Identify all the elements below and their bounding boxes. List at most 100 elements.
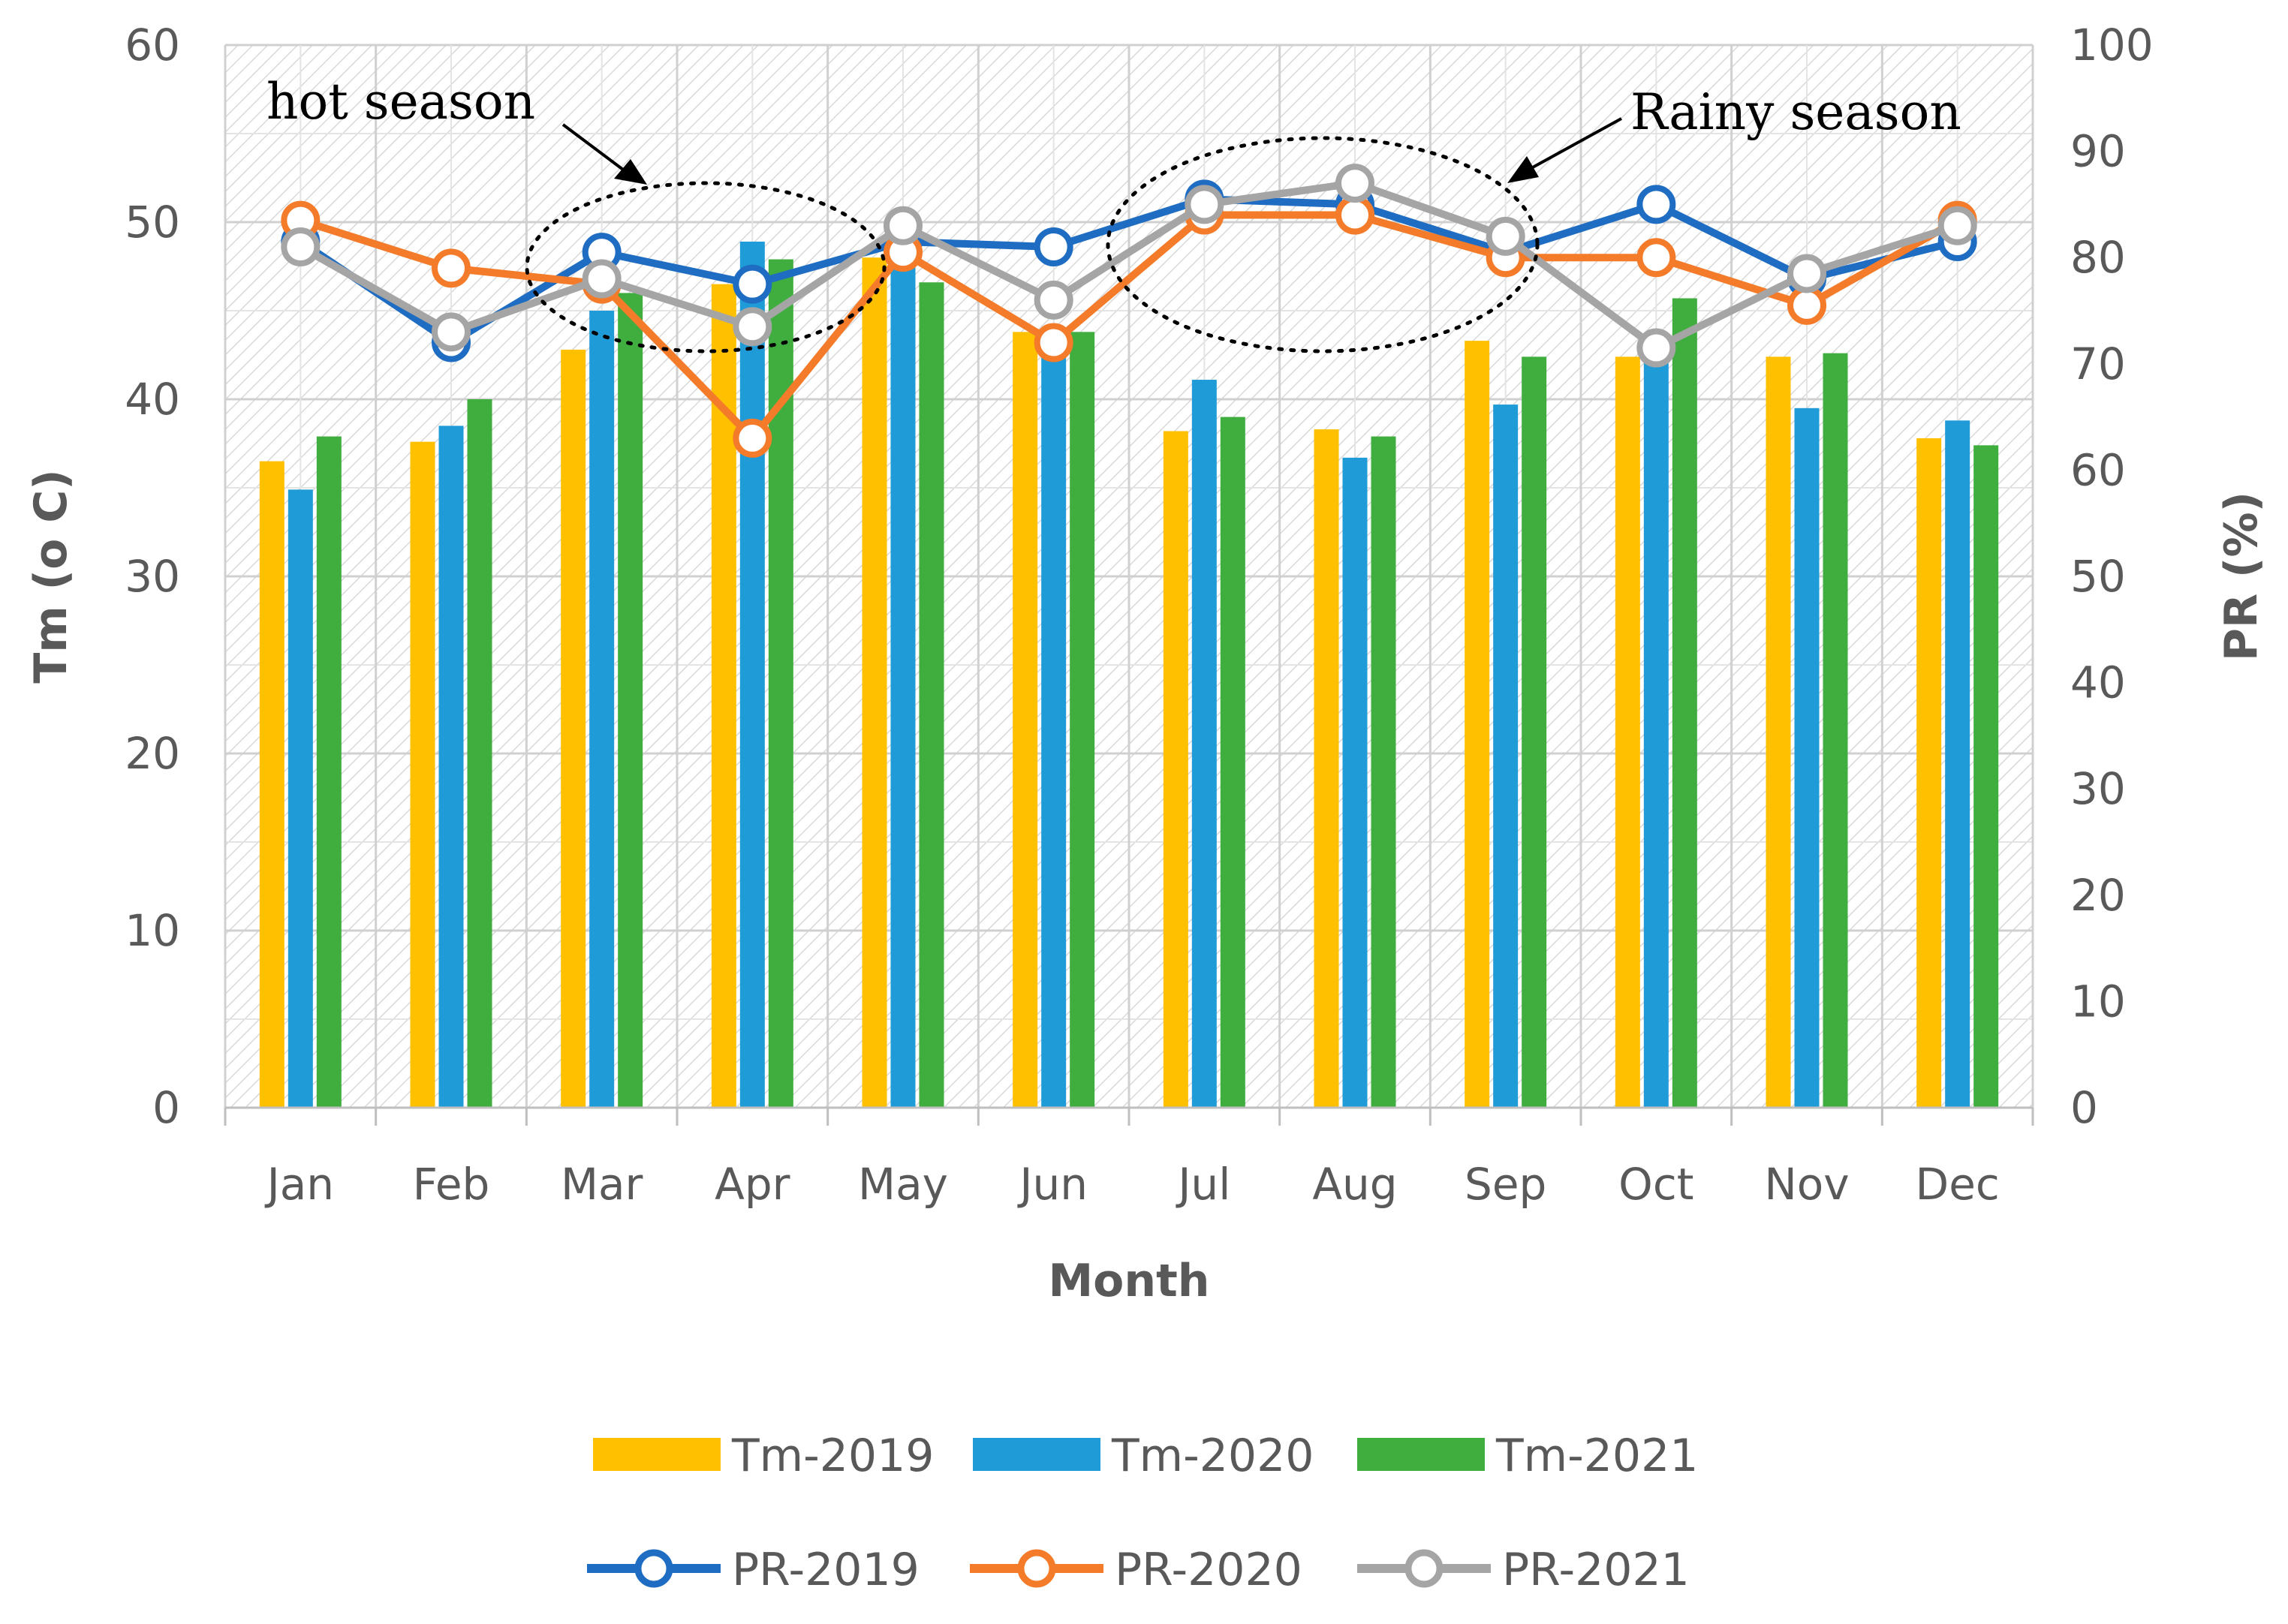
y2-tick-label: 40 xyxy=(2070,657,2126,708)
marker-pr-2019-oct xyxy=(1636,185,1676,224)
y2-tick-label: 80 xyxy=(2070,232,2126,283)
y2-tick-label: 10 xyxy=(2070,976,2126,1027)
marker-pr-2021-nov xyxy=(1787,254,1826,293)
marker-pr-2021-jun xyxy=(1034,280,1073,320)
marker-pr-2019-apr xyxy=(733,264,772,304)
bar-tm-2020-jul xyxy=(1191,380,1217,1108)
marker-pr-2020-jun xyxy=(1034,323,1073,362)
bar-tm-2021-sep xyxy=(1522,356,1547,1108)
legend-marker-pr-2020 xyxy=(1017,1549,1056,1588)
annotation-rainy-season-arrowhead xyxy=(1507,156,1539,183)
bar-tm-2021-nov xyxy=(1823,353,1848,1108)
y2-tick-label: 0 xyxy=(2070,1082,2098,1133)
marker-pr-2021-oct xyxy=(1636,328,1676,368)
bar-tm-2019-nov xyxy=(1766,356,1791,1108)
legend-label-pr-2021: PR-2021 xyxy=(1502,1544,1690,1596)
bar-tm-2021-feb xyxy=(467,399,492,1108)
legend: Tm-2019 Tm-2020 Tm-2021 PR-2019 PR-2020 … xyxy=(587,1430,1698,1596)
bar-tm-2021-jun xyxy=(1070,332,1095,1108)
x-tick-label-mar: Mar xyxy=(561,1159,643,1210)
bar-tm-2021-jan xyxy=(316,436,342,1108)
annotation-rainy-season-arrow xyxy=(1531,117,1622,170)
y-tick-label: 30 xyxy=(125,551,180,602)
legend-label-tm-2021: Tm-2021 xyxy=(1495,1430,1698,1482)
x-tick-label-jun: Jun xyxy=(1017,1159,1088,1210)
annotation-rainy-season-ellipse xyxy=(1106,136,1540,353)
x-tick-label-dec: Dec xyxy=(1916,1159,2000,1210)
y-tick-label: 50 xyxy=(125,197,180,248)
legend-item-tm-2020: Tm-2020 xyxy=(973,1430,1314,1482)
line-pr-2021 xyxy=(297,179,1961,352)
bar-tm-2021-aug xyxy=(1371,436,1396,1108)
x-tick-label-feb: Feb xyxy=(413,1159,490,1210)
bar-tm-2021-may xyxy=(919,282,944,1108)
y-tick-label: 20 xyxy=(125,728,180,779)
legend-marker-pr-2019 xyxy=(634,1549,673,1588)
bar-tm-2020-jan xyxy=(288,489,313,1108)
bar-tm-2019-jan xyxy=(259,461,284,1108)
bar-tm-2020-feb xyxy=(438,426,464,1108)
bar-tm-2021-jul xyxy=(1220,417,1245,1108)
bar-tm-2019-mar xyxy=(561,349,586,1108)
y2-axis-title: PR (%) xyxy=(2215,492,2268,661)
legend-swatch-tm-2020 xyxy=(973,1438,1100,1471)
marker-pr-2019-jun xyxy=(1034,227,1073,267)
bar-tm-2019-jun xyxy=(1013,332,1038,1108)
x-axis-title: Month xyxy=(1048,1255,1209,1307)
bar-tm-2019-aug xyxy=(1314,429,1339,1108)
legend-label-pr-2020: PR-2020 xyxy=(1115,1544,1302,1596)
bar-tm-2020-aug xyxy=(1342,457,1368,1108)
y-tick-label: 40 xyxy=(125,374,180,425)
bar-tm-2020-oct xyxy=(1643,346,1669,1108)
y-axis-tick-labels: 0 10 20 30 40 50 60 xyxy=(125,20,180,1133)
x-axis-tick-labels: Jan Feb Mar Apr May Jun Jul Aug Sep Oct Nov Dec xyxy=(265,1159,2000,1210)
annotation-hot-season-label: hot season xyxy=(266,73,535,131)
y-axis-title: Tm (o C) xyxy=(25,469,77,683)
x-tick-label-aug: Aug xyxy=(1312,1159,1397,1210)
legend-item-tm-2021: Tm-2021 xyxy=(1357,1430,1698,1482)
legend-item-pr-2019: PR-2019 xyxy=(587,1544,920,1596)
x-tick-label-apr: Apr xyxy=(715,1159,790,1210)
marker-pr-2021-feb xyxy=(432,312,471,352)
y-tick-label: 60 xyxy=(125,20,180,71)
legend-swatch-tm-2019 xyxy=(593,1438,721,1471)
marker-pr-2021-jul xyxy=(1185,185,1224,224)
legend-label-tm-2019: Tm-2019 xyxy=(731,1430,934,1482)
legend-label-tm-2020: Tm-2020 xyxy=(1111,1430,1314,1482)
x-tick-label-may: May xyxy=(858,1159,948,1210)
y-tick-label: 10 xyxy=(125,905,180,956)
legend-swatch-tm-2021 xyxy=(1357,1438,1485,1471)
annotation-hot-season: hot season xyxy=(266,73,887,353)
annotation-hot-season-arrowhead xyxy=(614,159,647,185)
bar-tm-2019-feb xyxy=(410,441,435,1108)
y2-tick-label: 60 xyxy=(2070,444,2126,495)
bar-tm-2019-oct xyxy=(1615,356,1640,1108)
marker-pr-2021-mar xyxy=(582,259,622,299)
bar-tm-2020-jun xyxy=(1041,337,1067,1108)
bar-tm-2019-dec xyxy=(1916,438,1942,1108)
y-tick-label: 0 xyxy=(152,1082,180,1133)
marker-pr-2020-nov xyxy=(1787,285,1826,325)
axes xyxy=(224,1106,2034,1126)
marker-pr-2021-sep xyxy=(1486,216,1525,256)
bar-tm-2019-sep xyxy=(1465,341,1490,1108)
line-pr-2019 xyxy=(297,195,1961,347)
bar-tm-2019-jul xyxy=(1163,431,1188,1108)
y2-axis-tick-labels: 0 10 20 30 40 50 60 70 80 90 100 xyxy=(2070,20,2154,1133)
y2-tick-label: 90 xyxy=(2070,126,2126,177)
marker-pr-2020-apr xyxy=(733,418,772,458)
annotation-rainy-season-label: Rainy season xyxy=(1630,83,1961,141)
y2-tick-label: 70 xyxy=(2070,338,2126,389)
bar-tm-2021-oct xyxy=(1672,298,1697,1108)
legend-item-pr-2021: PR-2021 xyxy=(1357,1544,1690,1596)
y2-tick-label: 20 xyxy=(2070,870,2126,921)
x-tick-label-jul: Jul xyxy=(1176,1159,1230,1210)
line-pr-2020 xyxy=(297,211,1961,442)
marker-pr-2020-aug xyxy=(1335,195,1374,235)
marker-pr-2021-dec xyxy=(1937,206,1977,245)
marker-pr-2021-apr xyxy=(733,307,772,347)
marker-pr-2021-aug xyxy=(1335,164,1374,203)
x-tick-label-jan: Jan xyxy=(265,1159,334,1210)
bar-tm-2020-sep xyxy=(1493,404,1519,1108)
